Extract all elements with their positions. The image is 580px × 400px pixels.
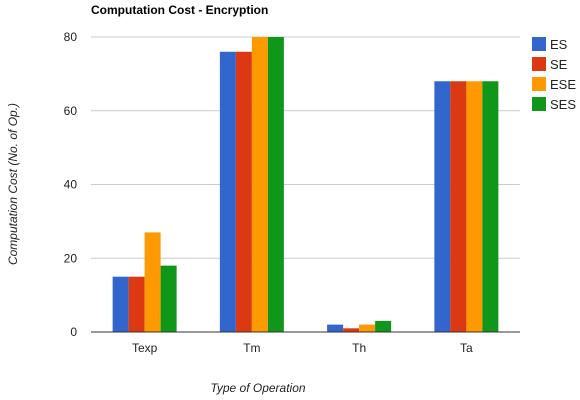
bar-tm-se	[235, 51, 252, 332]
legend-swatch-ses	[532, 97, 546, 111]
legend-swatch-ese	[532, 77, 546, 91]
bar-texp-ses	[160, 265, 177, 332]
bar-tm-ses	[267, 37, 284, 332]
legend-swatch-se	[532, 57, 546, 71]
bar-tm-ese	[251, 37, 268, 332]
bar-texp-ese	[144, 232, 161, 332]
bar-ta-se	[450, 81, 467, 332]
x-tick-label-th: Th	[352, 341, 366, 355]
bar-ta-es	[434, 81, 451, 332]
y-tick-label-60: 60	[64, 104, 78, 118]
x-axis-title: Type of Operation	[210, 381, 305, 395]
x-axis-ticks: Texp Tm Th Ta	[132, 341, 473, 355]
y-axis-ticks: 0 20 40 60 80	[64, 30, 78, 339]
x-tick-label-tm: Tm	[243, 341, 260, 355]
y-tick-label-0: 0	[70, 325, 77, 339]
legend-label-es: ES	[550, 37, 568, 52]
y-tick-label-80: 80	[64, 30, 78, 44]
bar-th-se	[343, 328, 360, 332]
legend-label-ses: SES	[550, 97, 576, 112]
legend-label-se: SE	[550, 57, 568, 72]
bar-texp-es	[112, 276, 129, 332]
bar-th-ses	[375, 320, 392, 332]
legend: ES SE ESE SES	[532, 37, 576, 112]
bar-th-ese	[359, 324, 376, 332]
legend-swatch-es	[532, 37, 546, 51]
bars	[112, 37, 499, 332]
y-axis-title: Computation Cost (No. of Op.)	[6, 103, 20, 265]
y-tick-label-20: 20	[64, 251, 78, 265]
x-tick-label-ta: Ta	[460, 341, 473, 355]
bar-tm-es	[219, 51, 236, 332]
y-tick-label-40: 40	[64, 178, 78, 192]
x-tick-label-texp: Texp	[132, 341, 158, 355]
chart-title: Computation Cost - Encryption	[91, 3, 268, 17]
bar-ta-ses	[482, 81, 499, 332]
bar-texp-se	[128, 276, 145, 332]
legend-label-ese: ESE	[550, 77, 576, 92]
bar-th-es	[327, 324, 344, 332]
bar-ta-ese	[466, 81, 483, 332]
